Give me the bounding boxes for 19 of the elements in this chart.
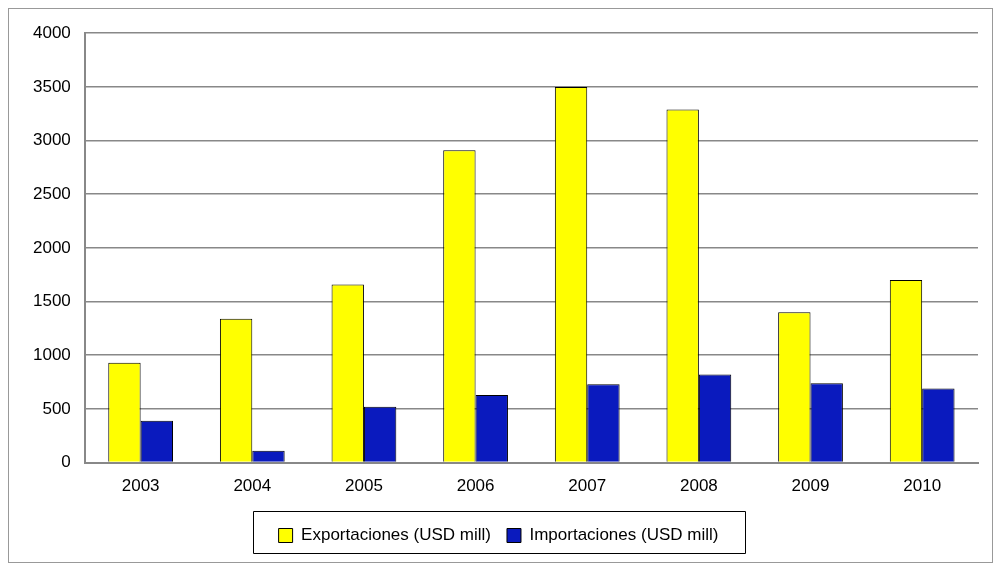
y-tick-label: 500 [42,398,71,418]
legend-label: Importaciones (USD mill) [529,525,719,545]
x-tick-label: 2004 [233,476,272,496]
x-tick-label: 2010 [903,476,942,496]
x-tick-label: 2006 [456,476,495,496]
y-tick-label: 0 [61,452,71,472]
y-tick-label: 3500 [32,76,71,96]
y-tick-label: 4000 [32,22,71,42]
x-tick-label: 2005 [345,476,383,496]
legend-label: Exportaciones (USD mill) [301,525,491,545]
x-tick-label: 2008 [679,476,718,496]
x-tick-label: 2003 [121,476,160,496]
y-tick-label: 1000 [32,344,71,364]
y-tick-label: 2000 [32,237,71,257]
y-tick-label: 3000 [32,130,71,150]
y-tick-label: 2500 [32,183,71,203]
x-tick-label: 2009 [791,476,830,496]
x-tick-label: 2007 [568,476,607,496]
y-tick-label: 1500 [32,291,71,311]
